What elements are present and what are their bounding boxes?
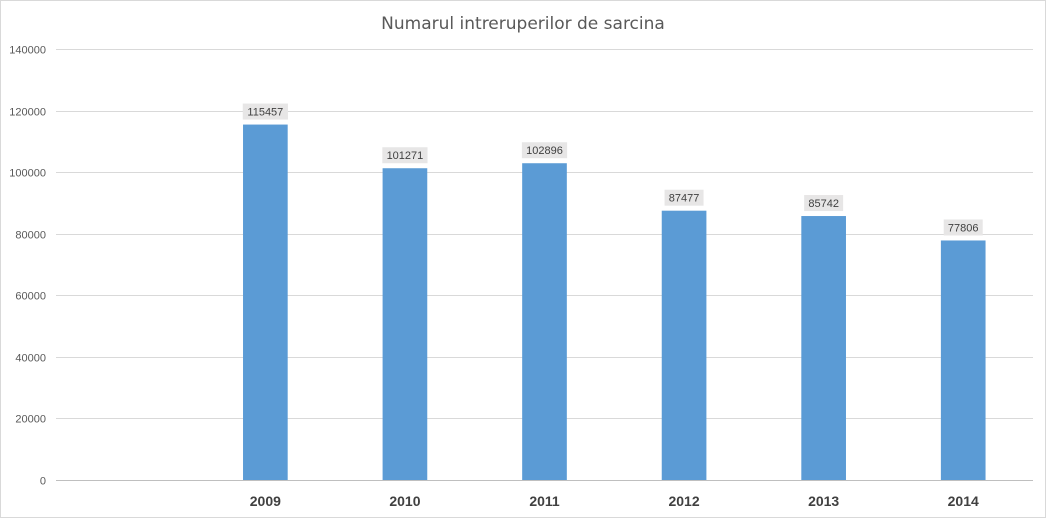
bar	[243, 124, 288, 481]
bar	[940, 240, 986, 480]
x-tick-label: 2009	[250, 493, 281, 509]
x-tick-label: 2011	[529, 493, 560, 509]
data-label-background	[664, 189, 704, 206]
y-tick-label: 40000	[15, 353, 46, 365]
y-tick-label: 120000	[9, 107, 46, 119]
x-tick-label: 2013	[808, 493, 839, 509]
data-label: 102896	[526, 145, 563, 157]
data-labels: 115457 101271 102896 87477 85742 77806	[242, 103, 983, 236]
y-tick-label: 20000	[15, 414, 46, 426]
bar	[801, 216, 846, 481]
chart-title: Numarul intreruperilor de sarcina	[381, 14, 665, 34]
bars	[243, 124, 986, 481]
y-tick-label: 60000	[15, 291, 46, 303]
bar	[522, 163, 567, 481]
data-label-background	[242, 103, 288, 120]
data-label: 77806	[948, 222, 979, 234]
x-tick-label: 2014	[948, 493, 979, 509]
x-tick-label: 2010	[389, 493, 420, 509]
y-tick-label: 100000	[9, 168, 46, 180]
data-label: 85742	[808, 198, 839, 210]
data-label-background	[382, 147, 428, 164]
bar	[661, 210, 707, 480]
data-label: 101271	[387, 150, 424, 162]
data-label: 115457	[247, 107, 283, 119]
data-label-background	[804, 195, 844, 212]
data-label: 87477	[669, 193, 700, 205]
x-axis-ticks: 2009 2010 2011 2012 2013 2014	[250, 493, 979, 509]
data-label-background	[521, 142, 568, 159]
x-tick-label: 2012	[668, 493, 699, 509]
bar	[382, 168, 428, 481]
y-tick-label: 80000	[15, 230, 46, 242]
data-label-background	[943, 219, 983, 236]
y-tick-label: 140000	[9, 45, 46, 57]
y-axis-ticks: 0 20000 40000 60000 80000 100000 120000 140000	[9, 45, 46, 488]
y-tick-label: 0	[40, 476, 46, 488]
